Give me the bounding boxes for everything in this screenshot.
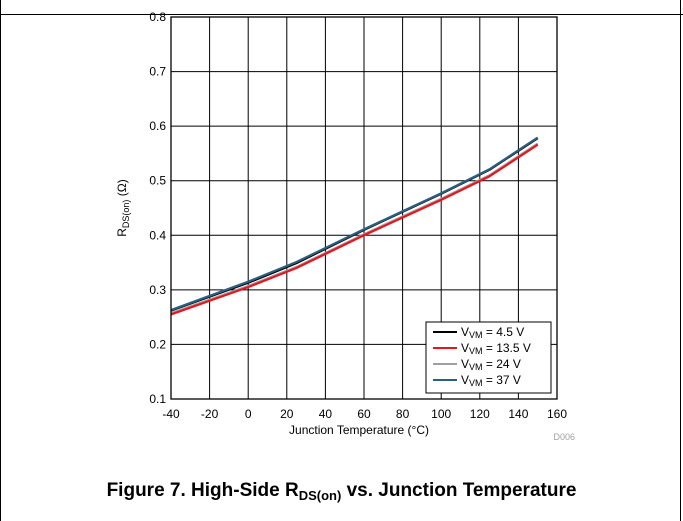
legend-label: VVM = 13.5 V [461, 341, 531, 356]
legend-label: VVM = 24 V [461, 357, 521, 372]
figure-id: D006 [553, 432, 575, 442]
y-tick-label: 0.7 [149, 65, 166, 79]
x-tick-label: -40 [162, 407, 180, 421]
x-tick-label: 80 [396, 407, 410, 421]
x-tick-label: 140 [508, 407, 528, 421]
series-line [170, 137, 539, 312]
top-border [0, 14, 683, 15]
x-tick-label: -20 [201, 407, 219, 421]
legend-box [425, 321, 552, 394]
y-tick-label: 0.3 [149, 283, 166, 297]
chart: -40 -20 0 20 40 60 80 100 120 140 160 0.1 0.2 0.3 0.4… [115, 10, 575, 442]
x-tick-label: 20 [280, 407, 294, 421]
x-tick-label: 100 [431, 407, 451, 421]
y-tick-label: 0.8 [149, 10, 166, 24]
plot-border [170, 16, 558, 400]
figure-caption: Figure 7. High-Side RDS(on) vs. Junction… [106, 480, 577, 503]
series-line [170, 142, 539, 315]
y-tick-label: 0.1 [149, 392, 166, 406]
x-tick-label: 0 [245, 407, 252, 421]
x-axis-label: Junction Temperature (°C) [289, 423, 429, 437]
series-lines [170, 136, 539, 316]
y-tick-label: 0.4 [149, 228, 166, 242]
x-tick-label: 40 [319, 407, 333, 421]
legend-label: VVM = 4.5 V [461, 325, 524, 340]
series-line [170, 136, 539, 312]
y-tick-label: 0.5 [149, 174, 166, 188]
series-line [170, 143, 539, 316]
y-tick-label: 0.2 [149, 337, 166, 351]
x-tick-label: 60 [357, 407, 371, 421]
y-axis-label: RDS(on) (Ω) [115, 179, 131, 236]
x-tick-label: 120 [470, 407, 490, 421]
legend-label: VVM = 37 V [461, 373, 521, 388]
y-tick-labels: 0.1 0.2 0.3 0.4 0.5 0.6 0.7 0.8 [149, 10, 166, 406]
x-tick-label: 160 [547, 407, 567, 421]
y-tick-label: 0.6 [149, 119, 166, 133]
x-tick-labels: -40 -20 0 20 40 60 80 100 120 140 160 [162, 407, 567, 421]
